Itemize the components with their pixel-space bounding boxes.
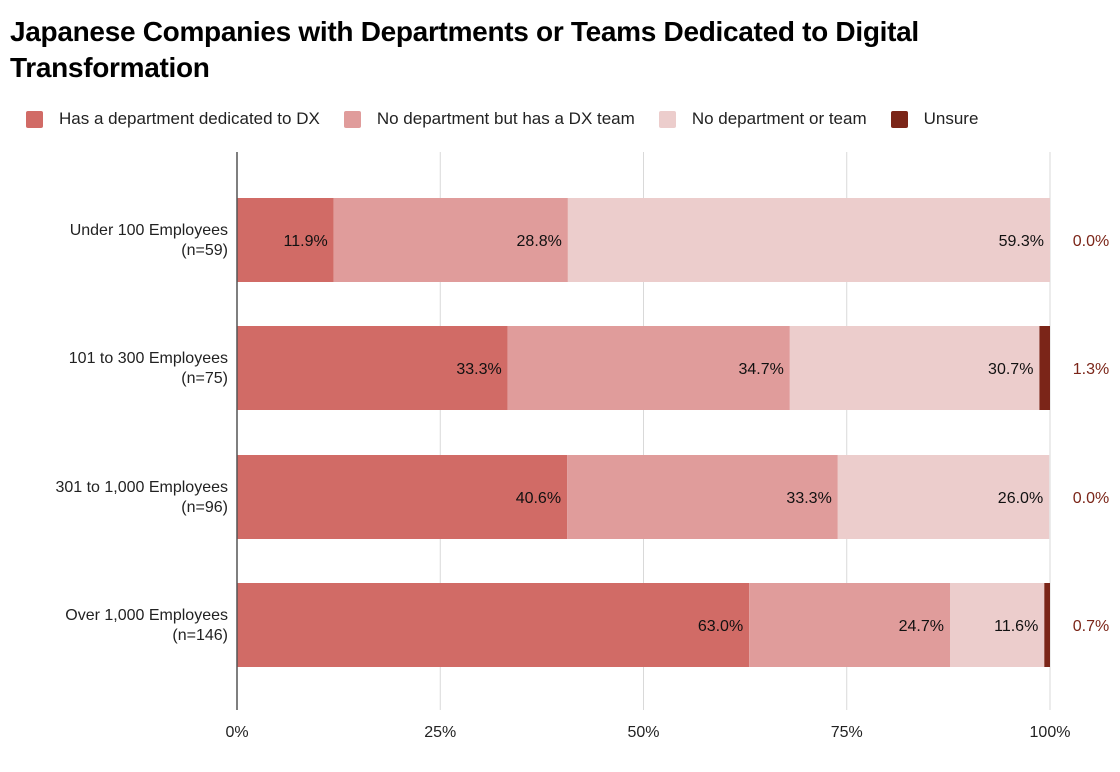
data-label: 0.0%	[1073, 233, 1109, 250]
chart-title: Japanese Companies with Departments or T…	[10, 16, 919, 83]
bar-segment	[237, 198, 334, 282]
y-category-label: Over 1,000 Employees	[65, 607, 228, 624]
data-label: 63.0%	[698, 618, 743, 635]
bar-segment	[333, 198, 568, 282]
legend-swatch	[26, 110, 43, 128]
data-label: 34.7%	[738, 361, 783, 378]
y-category-sublabel: (n=59)	[181, 242, 228, 259]
bar-segment	[567, 455, 838, 539]
bar-segment	[950, 583, 1045, 667]
x-tick-label: 25%	[424, 724, 456, 741]
data-label: 59.3%	[999, 233, 1044, 250]
legend-item: Has a department dedicated to DX	[26, 109, 320, 129]
data-label: 28.8%	[517, 233, 562, 250]
y-category-label: 301 to 1,000 Employees	[55, 479, 228, 496]
y-category-label: Under 100 Employees	[70, 222, 228, 239]
legend-swatch	[658, 110, 676, 128]
bar-segment	[789, 326, 1040, 410]
data-label: 11.9%	[284, 233, 328, 250]
data-label: 26.0%	[998, 490, 1043, 507]
bar-segment	[1044, 583, 1050, 667]
legend-item: Unsure	[890, 109, 979, 129]
data-label: 33.3%	[786, 490, 831, 507]
y-category-sublabel: (n=96)	[181, 499, 228, 516]
data-label: 40.6%	[516, 490, 561, 507]
legend: Has a department dedicated to DX No depar…	[26, 109, 1002, 129]
legend-label: Has a department dedicated to DX	[59, 109, 320, 128]
x-tick-label: 75%	[831, 724, 863, 741]
legend-label: No department but has a DX team	[376, 109, 635, 128]
data-label: 33.3%	[456, 361, 501, 378]
legend-label: Unsure	[923, 109, 979, 128]
y-category-label: 101 to 300 Employees	[69, 350, 228, 367]
data-label: 11.6%	[994, 618, 1038, 635]
bar-segment	[837, 455, 1050, 539]
legend-item: No department or team	[658, 109, 867, 129]
x-tick-label: 50%	[627, 724, 659, 741]
data-label: 1.3%	[1073, 361, 1109, 378]
data-label: 30.7%	[988, 361, 1033, 378]
bar-segment	[749, 583, 951, 667]
bar-segment	[237, 326, 508, 410]
bar-segment	[507, 326, 790, 410]
legend-item: No department but has a DX team	[343, 109, 635, 129]
data-label: 0.0%	[1073, 490, 1109, 507]
data-label: 24.7%	[899, 618, 944, 635]
legend-swatch	[890, 110, 908, 128]
legend-label: No department or team	[691, 109, 867, 128]
bar-segment	[567, 198, 1050, 282]
bar-segment	[237, 455, 568, 539]
bar-segment	[237, 583, 750, 667]
data-label: 0.7%	[1073, 618, 1109, 635]
legend-swatch	[343, 110, 361, 128]
bar-segment	[1039, 326, 1050, 410]
y-category-sublabel: (n=146)	[172, 627, 228, 644]
x-tick-label: 100%	[1030, 724, 1071, 741]
y-category-sublabel: (n=75)	[181, 370, 228, 387]
x-tick-label: 0%	[225, 724, 248, 741]
